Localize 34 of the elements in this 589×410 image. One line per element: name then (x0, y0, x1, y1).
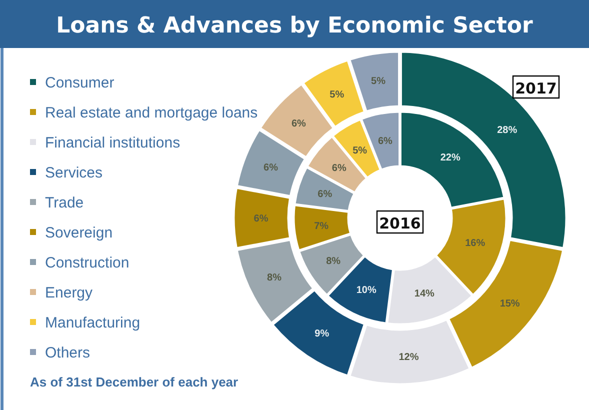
legend-label: Real estate and mortgage loans (45, 104, 258, 122)
data-label: 8% (267, 272, 282, 284)
legend-label: Trade (45, 194, 84, 212)
data-label: 5% (352, 146, 368, 156)
data-label: 5% (371, 76, 386, 88)
text: As of 31st December of each year (30, 374, 238, 390)
legend-label: Manufacturing (45, 314, 140, 332)
data-label: 6% (254, 214, 268, 224)
data-label: 22% (440, 152, 460, 164)
data-label: 15% (500, 298, 520, 310)
data-label: 10% (356, 284, 376, 296)
data-label: 28% (497, 124, 518, 136)
data-label: 6% (291, 118, 306, 130)
data-label: 6% (264, 162, 278, 174)
data-label: 6% (318, 189, 332, 200)
data-label: 14% (414, 288, 435, 300)
data-label: 16% (465, 238, 486, 249)
data-label: 6% (378, 136, 393, 147)
data-label: 9% (314, 328, 330, 340)
legend-label: Others (45, 344, 90, 362)
legend-label: Consumer (45, 74, 114, 92)
slice-label: 2017 (515, 79, 557, 98)
data-label: 8% (326, 256, 341, 267)
data-label: 7% (314, 220, 329, 232)
legend-label: Financial institutions (45, 134, 180, 152)
data-label: 12% (398, 352, 419, 364)
chart-title: Loans & Advances by Economic Sector (56, 14, 534, 39)
legend-label: Construction (45, 254, 130, 272)
legend-label: Energy (45, 284, 94, 302)
legend-label: Sovereign (45, 224, 113, 242)
data-label: 5% (330, 90, 344, 101)
legend-label: Services (45, 164, 103, 182)
slice-label: 2016 (379, 214, 421, 232)
data-label: 6% (332, 163, 346, 174)
